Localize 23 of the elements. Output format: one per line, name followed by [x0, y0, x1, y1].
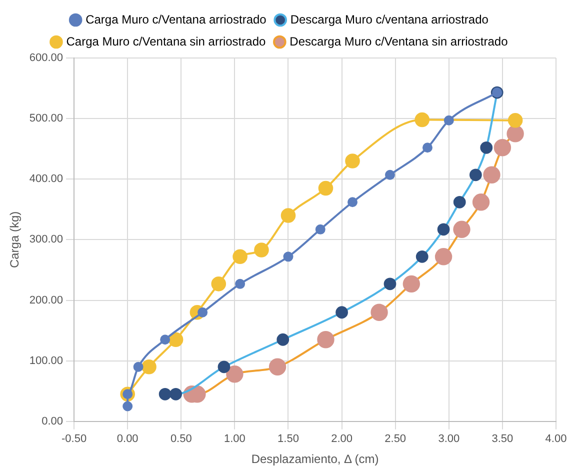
- x-tick-label: 3.50: [492, 433, 514, 446]
- x-tick-label: 2.00: [331, 433, 353, 446]
- legend-label: Carga Muro c/Ventana sin arriostrado: [66, 34, 266, 48]
- x-tick-label: 0.50: [170, 433, 192, 446]
- y-axis-title: Carga (kg): [8, 211, 22, 268]
- legend-label: Carga Muro c/Ventana arriostrado: [86, 12, 267, 26]
- y-tick-label: 500.00: [29, 112, 64, 125]
- y-tick-label: 100.00: [29, 354, 64, 367]
- x-axis-title: Desplazamiento, Δ (cm): [251, 452, 379, 466]
- x-tick-label: 0.00: [116, 433, 138, 446]
- legend-label: Descarga Muro c/Ventana sin arriostrado: [290, 34, 508, 48]
- x-tick-label: 2.50: [384, 433, 406, 446]
- y-tick-label: 400.00: [29, 173, 64, 186]
- x-tick-label: 4.00: [545, 433, 567, 446]
- x-tick-label: 1.00: [224, 433, 246, 446]
- y-tick-label: 300.00: [29, 234, 64, 246]
- x-tick-label: -0.50: [62, 433, 87, 446]
- y-tick-label: 200.00: [29, 294, 64, 306]
- x-tick-label: 3.00: [438, 433, 460, 446]
- y-tick-label: 600.00: [29, 52, 64, 64]
- y-tick-label: 0.00: [42, 415, 64, 428]
- x-tick-label: 1.50: [278, 433, 299, 446]
- legend-label: Descarga Muro c/ventana arriostrado: [290, 12, 489, 26]
